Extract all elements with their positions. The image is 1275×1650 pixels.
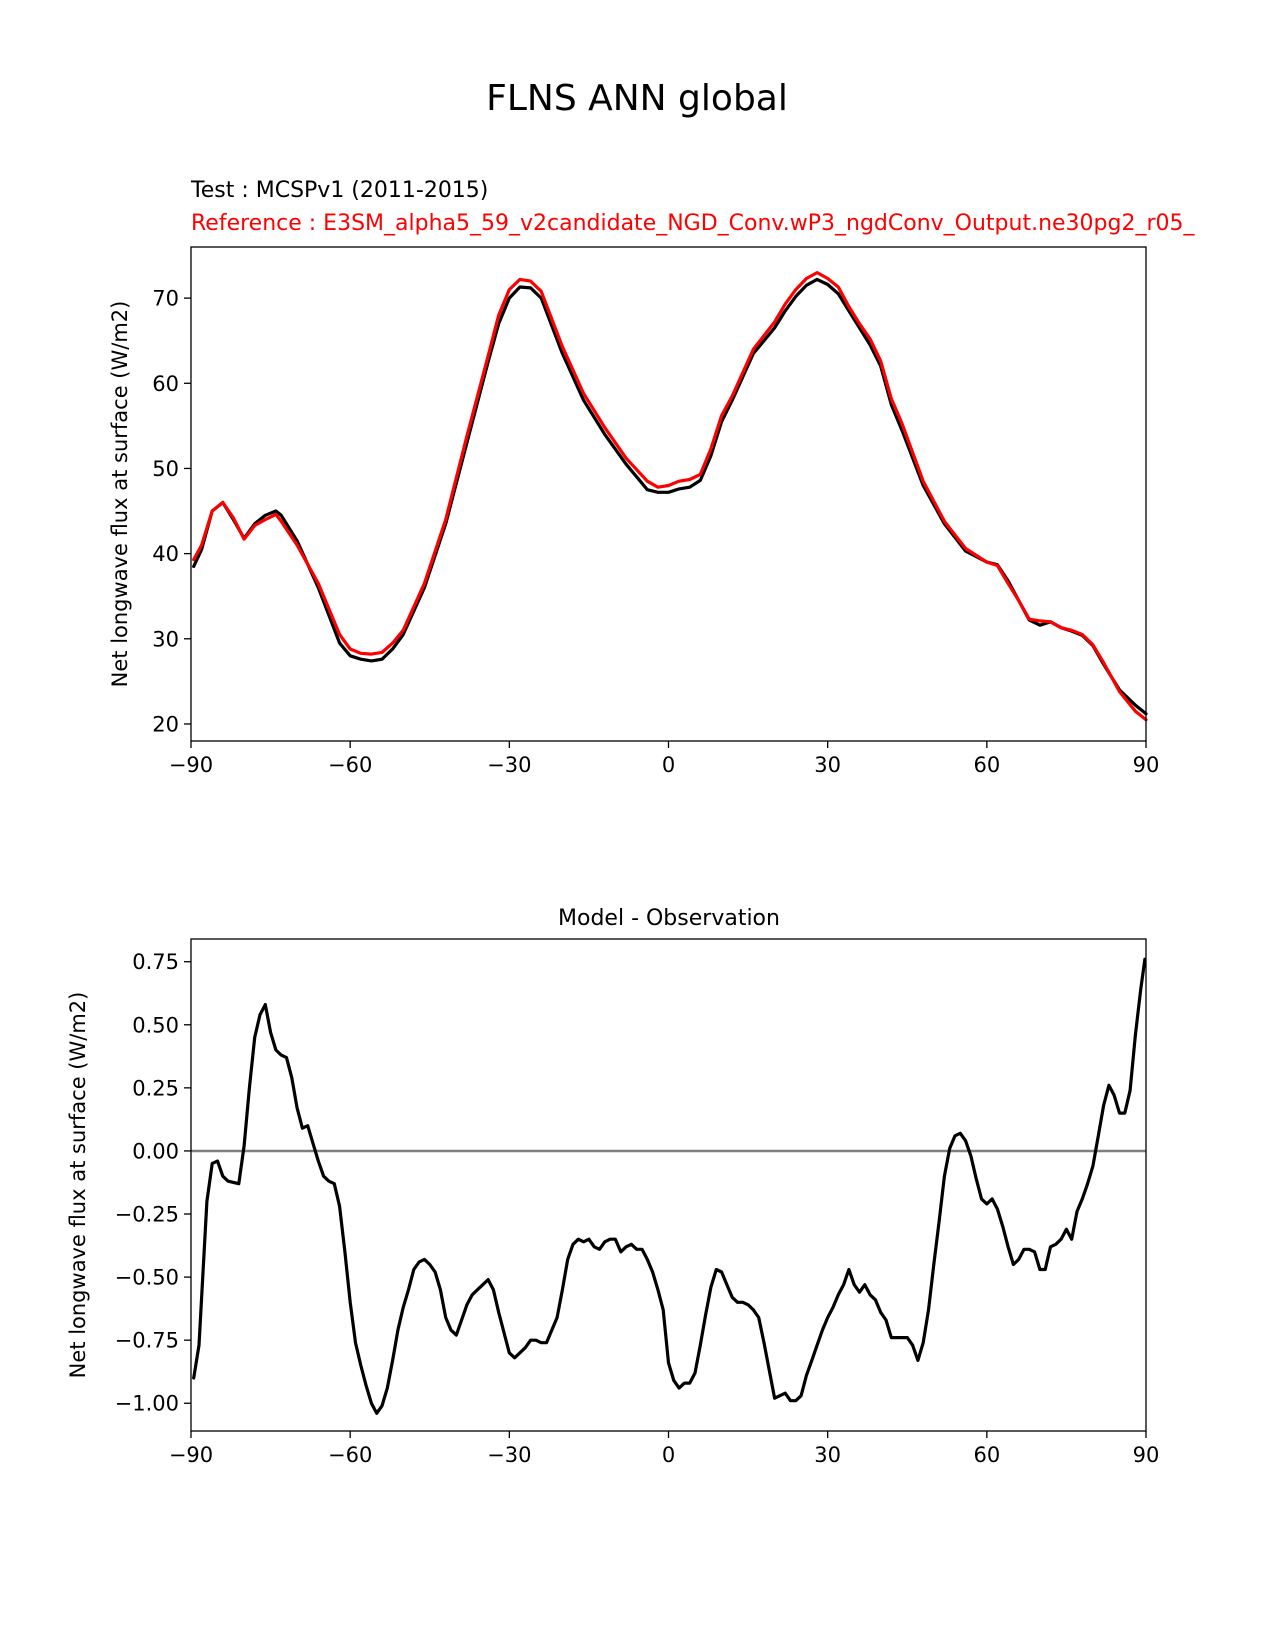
- y-tick-label: −0.25: [115, 1203, 179, 1227]
- axes-frame: [190, 246, 1147, 742]
- y-tick-label: 0.50: [132, 1013, 179, 1037]
- x-tick-label: 90: [1133, 753, 1160, 777]
- test-series-line: [192, 277, 1148, 716]
- y-axis-label: Net longwave flux at surface (W/m2): [66, 992, 90, 1379]
- x-tick-label: −60: [328, 753, 372, 777]
- x-tick-label: 90: [1133, 1443, 1160, 1467]
- y-tick-label: −1.00: [115, 1392, 179, 1416]
- y-tick-label: 20: [152, 712, 179, 736]
- y-tick-label: −0.50: [115, 1266, 179, 1290]
- difference-series-line: [192, 957, 1147, 1415]
- y-axis-label: Net longwave flux at surface (W/m2): [108, 301, 132, 688]
- x-tick-label: 60: [973, 1443, 1000, 1467]
- x-tick-label: 30: [814, 753, 841, 777]
- bottom-plot-title: Model - Observation: [558, 906, 780, 931]
- top-panel: Test : MCSPv1 (2011-2015) Reference : E3…: [108, 178, 1196, 777]
- y-tick-label: 0.00: [132, 1139, 179, 1163]
- x-tick-label: 30: [814, 1443, 841, 1467]
- y-tick-label: −0.75: [115, 1329, 179, 1353]
- x-tick-label: 0: [662, 753, 675, 777]
- y-tick-label: 0.25: [132, 1076, 179, 1100]
- y-tick-label: 70: [152, 287, 179, 311]
- y-tick-label: 0.75: [132, 950, 179, 974]
- x-tick-label: 0: [662, 1443, 675, 1467]
- y-tick-label: 50: [152, 457, 179, 481]
- reference-series-line: [192, 271, 1148, 722]
- x-tick-label: −30: [487, 753, 531, 777]
- bottom-panel: Model - Observation −90 −60 −30 0 30 60 90 −1.0…: [66, 906, 1159, 1467]
- bottom-plot-area: −90 −60 −30 0 30 60 90 −1.00 −0.75 −0.50 −0.25 0.00…: [66, 938, 1160, 1467]
- x-tick-label: −60: [328, 1443, 372, 1467]
- y-tick-label: 40: [152, 542, 179, 566]
- x-tick-label: −30: [487, 1443, 531, 1467]
- y-tick-label: 30: [152, 627, 179, 651]
- y-tick-label: 60: [152, 372, 179, 396]
- top-plot-area: −90 −60 −30 0 30 60 90 20 30 40 50 60 70 Net longwave…: [108, 246, 1160, 777]
- x-tick-label: 60: [973, 753, 1000, 777]
- x-tick-label: −90: [169, 753, 213, 777]
- x-tick-label: −90: [169, 1443, 213, 1467]
- figure-suptitle: FLNS ANN global: [486, 78, 788, 119]
- test-label: Test : MCSPv1 (2011-2015): [190, 178, 488, 203]
- reference-label: Reference : E3SM_alpha5_59_v2candidate_N…: [191, 211, 1196, 236]
